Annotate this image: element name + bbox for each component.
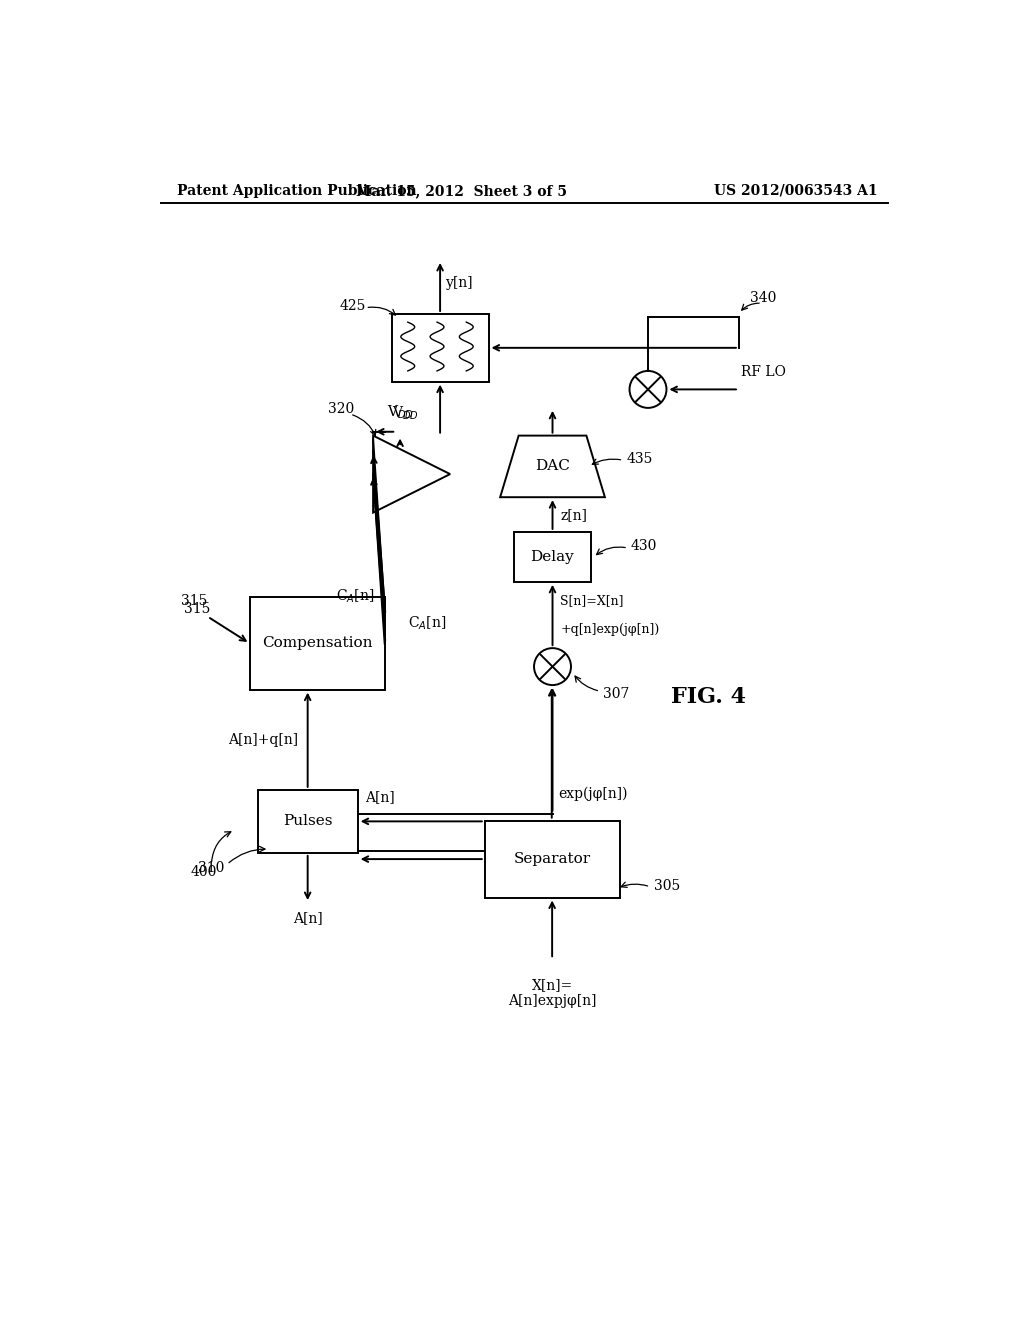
Bar [514,532,591,582]
Text: 315: 315 [181,594,208,609]
Text: y[n]: y[n] [446,276,474,290]
Bar [250,597,385,689]
Text: A[n]: A[n] [366,791,395,804]
Text: Separator: Separator [514,853,591,866]
Text: A[n]expjφ[n]: A[n]expjφ[n] [508,994,596,1008]
Text: V$_{DD}$: V$_{DD}$ [392,404,419,422]
Text: S[n]=X[n]: S[n]=X[n] [560,594,624,607]
Text: Delay: Delay [530,550,574,564]
Text: C$_A$[n]: C$_A$[n] [408,615,446,632]
Text: A[n]+q[n]: A[n]+q[n] [228,733,298,747]
Polygon shape [373,436,451,512]
Text: Compensation: Compensation [262,636,373,651]
Text: 425: 425 [339,300,366,313]
Text: Patent Application Publication: Patent Application Publication [177,183,417,198]
Text: 310: 310 [199,862,224,875]
Text: FIG. 4: FIG. 4 [671,686,745,709]
Text: V$_{DD}$: V$_{DD}$ [387,404,414,421]
Polygon shape [500,436,605,498]
Bar [484,821,620,898]
Text: C$_A$[n]: C$_A$[n] [336,587,375,605]
Text: X[n]=: X[n]= [531,978,572,993]
Text: 435: 435 [627,451,653,466]
Text: US 2012/0063543 A1: US 2012/0063543 A1 [714,183,878,198]
Text: 340: 340 [751,292,777,305]
Text: 320: 320 [328,401,354,416]
Text: exp(jφ[n]): exp(jφ[n]) [558,787,628,801]
Text: 305: 305 [654,879,680,894]
Text: 315: 315 [184,602,211,616]
Text: 307: 307 [602,686,629,701]
Text: A[n]: A[n] [293,911,323,925]
Text: DAC: DAC [536,459,570,474]
Text: 400: 400 [190,865,217,879]
Bar [392,314,488,381]
Text: Mar. 15, 2012  Sheet 3 of 5: Mar. 15, 2012 Sheet 3 of 5 [356,183,567,198]
Text: +q[n]exp(jφ[n]): +q[n]exp(jφ[n]) [560,623,659,636]
Bar [258,789,357,853]
Text: Pulses: Pulses [283,814,333,829]
Text: RF LO: RF LO [741,364,786,379]
Text: z[n]: z[n] [560,508,587,521]
Text: 430: 430 [631,539,657,553]
